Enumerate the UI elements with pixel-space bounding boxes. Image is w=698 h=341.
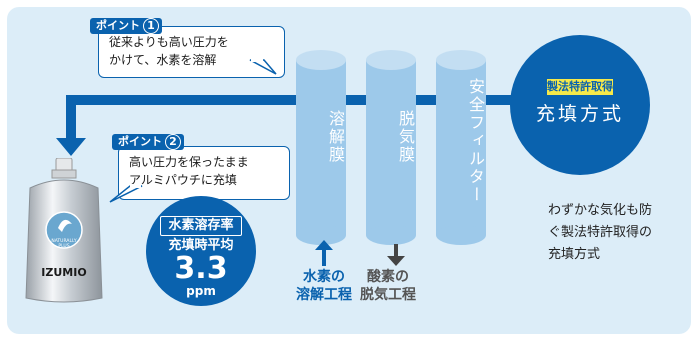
cylinder-dissolve-membrane: 溶解膜 <box>296 50 346 245</box>
point2-badge: ポイント 2 <box>112 134 184 150</box>
label-hydrogen-dissolve: 水素の 溶解工程 <box>296 269 352 303</box>
point1-badge: ポイント 1 <box>90 18 162 34</box>
hydrogen-rate-subtitle: 充填時平均 <box>168 238 234 253</box>
hydrogen-rate-circle: 水素溶存率 充填時平均 3.3 ppm <box>146 196 256 306</box>
cylinder-safety-filter: 安全フィルター <box>436 50 486 245</box>
point2-number: 2 <box>165 134 181 150</box>
pouch-brand: IZUMIO <box>41 266 86 279</box>
arrow-down-icon <box>387 244 405 266</box>
point1-bubble: 従来よりも高い圧力を かけて、水素を溶解 <box>98 26 285 78</box>
pipe-down <box>66 95 76 140</box>
cylinder-label-filter: 安全フィルター <box>466 78 485 204</box>
label-oxygen-degas: 酸素の 脱気工程 <box>360 269 416 303</box>
hydrogen-rate-value: 3.3 <box>174 251 228 286</box>
patent-tag: 製法特許取得 <box>547 79 613 95</box>
hydrogen-rate-title: 水素溶存率 <box>160 216 242 236</box>
point2-bubble: 高い圧力を保ったまま アルミパウチに充填 <box>118 146 290 200</box>
cylinder-degas-membrane: 脱気膜 <box>366 50 416 245</box>
point1-bubble-tail <box>249 58 277 75</box>
point2-bubble-tail <box>109 184 143 203</box>
point1-number: 1 <box>143 18 159 34</box>
pipe-arrow-head <box>56 138 86 156</box>
patent-title: 充填方式 <box>535 103 624 125</box>
patent-circle: 製法特許取得 充填方式 <box>510 35 650 175</box>
process-arrows <box>315 240 405 266</box>
pouch-emblem-text: NATURALLY <box>51 238 77 244</box>
arrow-up-icon <box>315 240 333 266</box>
pouch-emblem-icon <box>45 211 83 249</box>
pouch-emblem-text-2: PLUS <box>58 243 69 249</box>
pouch-image: NATURALLY PLUS IZUMIO <box>25 158 103 303</box>
hydrogen-rate-unit: ppm <box>186 284 216 298</box>
cylinder-label-degas: 脱気膜 <box>396 110 415 164</box>
cylinder-label-dissolve: 溶解膜 <box>326 110 345 164</box>
description-text: わずかな気化も防 ぐ製法特許取得の 充填方式 <box>548 203 653 262</box>
